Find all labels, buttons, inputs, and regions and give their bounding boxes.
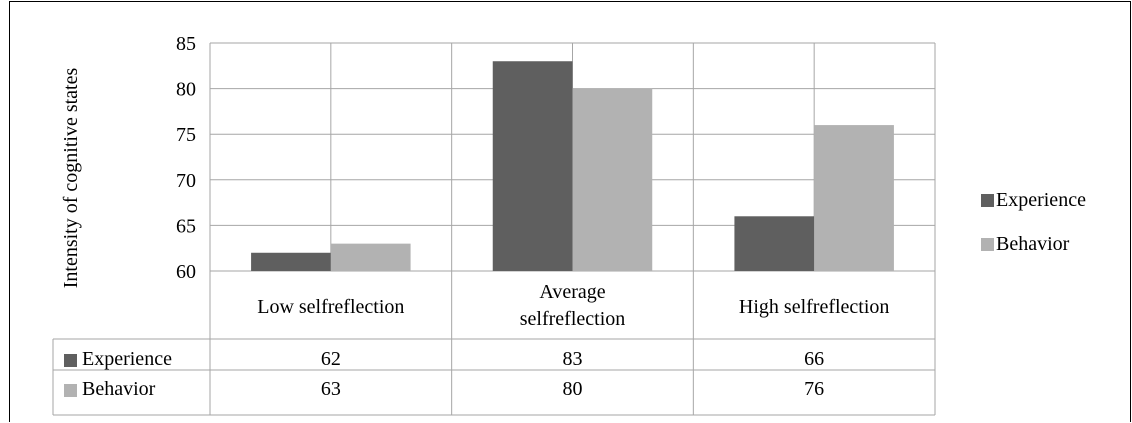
y-tick-label: 80: [176, 79, 196, 101]
legend-label: Experience: [996, 189, 1086, 211]
y-axis-ticks: 60 65 70 75 80 85: [176, 33, 196, 283]
chart-frame: [9, 1, 1131, 422]
category-label: selfreflection: [520, 308, 626, 330]
y-tick-label: 65: [176, 215, 196, 237]
bars: [251, 61, 894, 271]
table-legend-key: [64, 354, 77, 367]
legend-label: Behavior: [996, 233, 1070, 255]
table-series-name: Experience: [82, 348, 172, 370]
legend-key-behavior: [981, 238, 994, 251]
y-axis-title: Intensity of cognitive states: [60, 68, 82, 289]
y-tick-label: 85: [176, 33, 196, 55]
bar-experience: [734, 216, 815, 271]
table-value: 80: [563, 378, 583, 400]
legend: Experience Behavior: [981, 189, 1086, 255]
table-legend-key: [64, 384, 77, 397]
table-value: 62: [321, 348, 341, 370]
y-tick-label: 60: [176, 261, 196, 283]
bar-behavior: [330, 243, 411, 271]
bar-behavior: [572, 88, 653, 271]
table-value: 66: [804, 348, 824, 370]
legend-key-experience: [981, 194, 994, 207]
table-value: 76: [804, 378, 824, 400]
y-tick-label: 75: [176, 124, 196, 146]
category-label: Average: [539, 281, 605, 303]
table-value: 83: [563, 348, 583, 370]
category-label: Low selfreflection: [257, 296, 404, 318]
category-label: High selfreflection: [739, 296, 890, 318]
table-value: 63: [321, 378, 341, 400]
table-series-name: Behavior: [82, 378, 156, 400]
bar-experience: [492, 61, 573, 271]
y-tick-label: 70: [176, 170, 196, 192]
bar-behavior: [814, 125, 894, 271]
data-table: Low selfreflection Average selfreflection H…: [52, 281, 935, 416]
bar-experience: [251, 252, 331, 271]
